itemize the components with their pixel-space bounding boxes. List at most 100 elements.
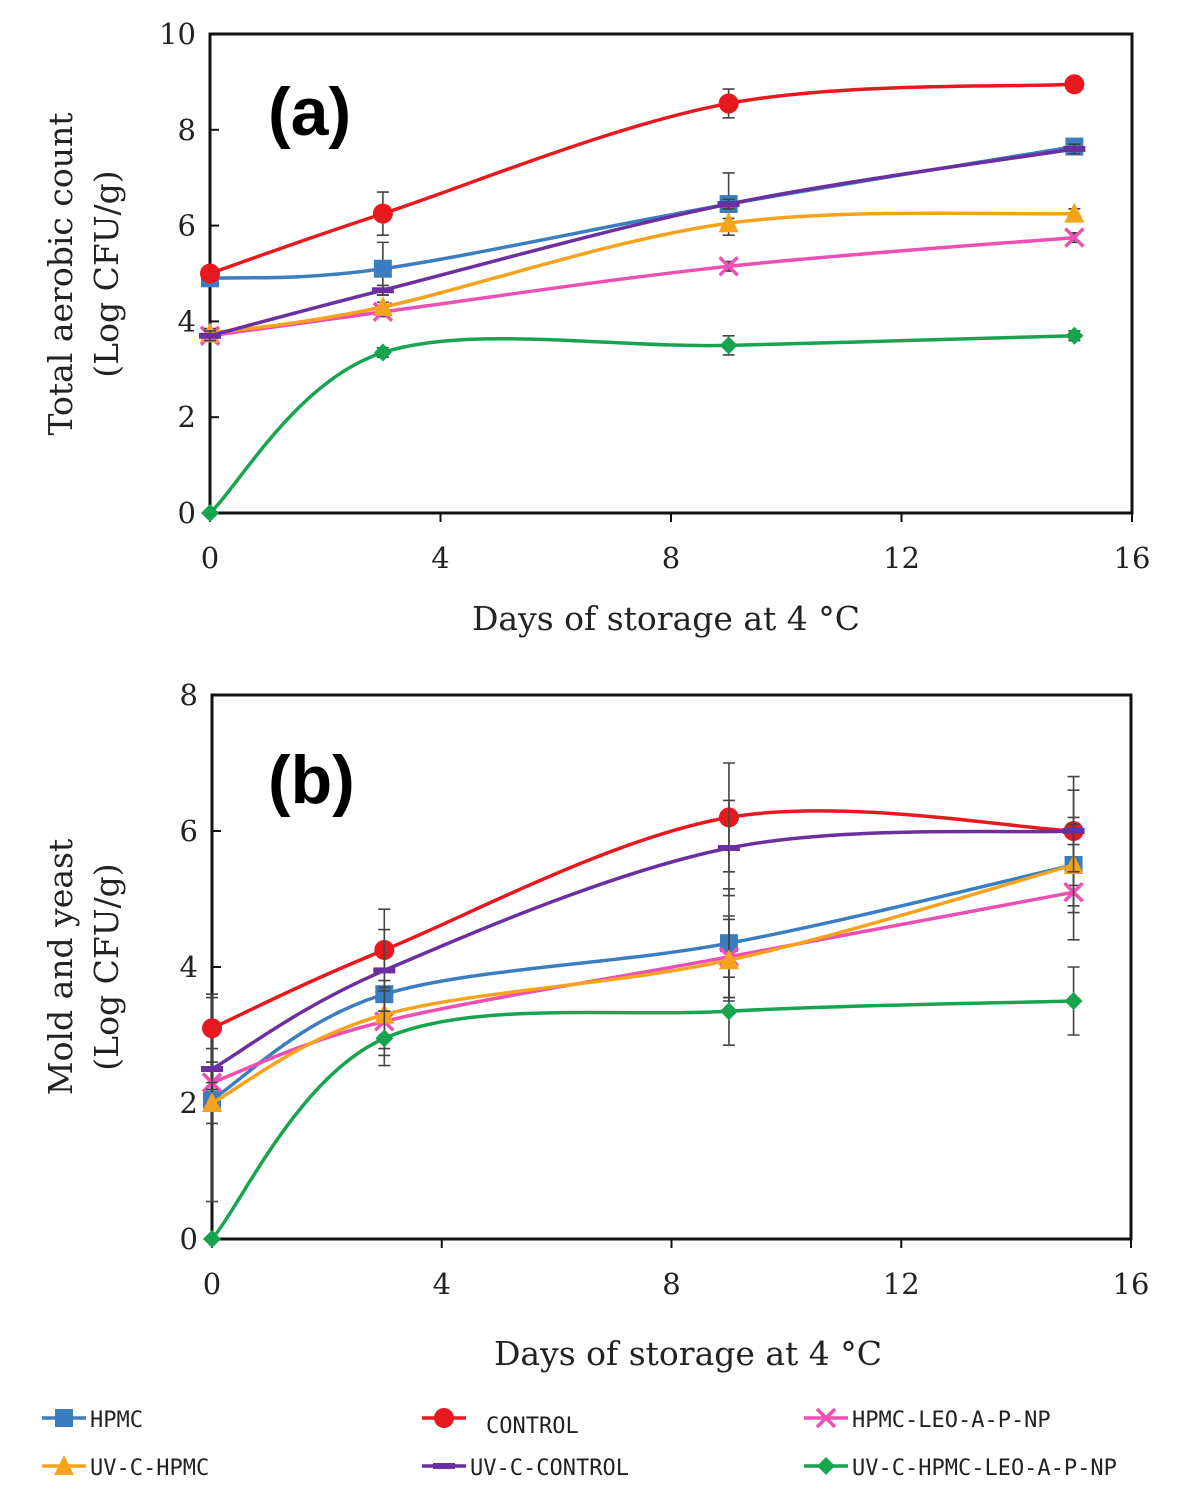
legend-swatch-uvc-hpmc-leo <box>804 1457 848 1475</box>
legend-item-hpmc-leo: HPMC-LEO-A-P-NP <box>804 1407 1051 1433</box>
chart-a-point-uv-c-control <box>199 332 221 339</box>
chart-b-panel-label: (b) <box>268 742 355 818</box>
chart-b-x-tick-label: 8 <box>662 1267 680 1301</box>
chart-b-x-tick-label: 12 <box>883 1267 920 1301</box>
chart-b-point-uv-c-hpmc <box>202 1092 222 1112</box>
chart-b-point-uv-c-hpmc <box>718 949 739 970</box>
legend-label-uvc-control: UV-C-CONTROL <box>470 1456 629 1481</box>
chart-a-x-tick-label: 16 <box>1114 541 1151 575</box>
chart-b-point-uv-c-control <box>201 1066 223 1072</box>
chart-a-point-uv-c-hpmc <box>1064 202 1085 223</box>
chart-b-point-uv-c-control <box>717 845 740 851</box>
chart-b-x-axis-label: Days of storage at 4 °C <box>494 1334 882 1373</box>
chart-a-point-control <box>718 93 739 114</box>
chart-a-point-uv-c-hpmc <box>718 212 739 233</box>
chart-b-line-uv-c-hpmc <box>211 863 1075 1105</box>
chart-a-point-uv-c-hpmc-leo-a-p-np <box>1065 326 1084 345</box>
chart-b-line-uv-c-control <box>211 829 1074 1071</box>
chart-a-point-hpmc <box>373 259 392 278</box>
legend-label-control: CONTROL <box>486 1414 579 1439</box>
legend-label-uvc-hpmc: UV-C-HPMC <box>90 1456 209 1481</box>
chart-a-line-uv-c-hpmc-leo-a-p-np <box>208 334 1075 515</box>
legend-swatch-marker <box>817 1457 835 1475</box>
chart-a-y-tick-label: 4 <box>178 304 196 338</box>
chart-a-series-uv-c-hpmc-leo-a-p-np <box>201 326 1084 522</box>
chart-a-ticks: 0 2 4 6 8 10 0 4 8 12 16 <box>159 17 1150 575</box>
chart-b-y-tick-label: 6 <box>180 814 198 848</box>
chart-b-y-tick-label: 8 <box>180 678 198 712</box>
legend-swatch-uvc-control <box>422 1463 466 1469</box>
chart-b-y-tick-label: 4 <box>180 950 198 984</box>
chart-b-point-uv-c-control <box>373 967 396 974</box>
chart-a-point-uv-c-control <box>717 201 740 208</box>
chart-b-y-tick-label: 0 <box>180 1222 198 1256</box>
legend-label-hpmc: HPMC <box>90 1408 143 1433</box>
legend-swatch-control <box>422 1408 466 1428</box>
chart-b-y-tick-label: 2 <box>180 1086 198 1120</box>
chart-a-y-tick-label: 8 <box>178 113 196 147</box>
chart-a-point-hpmc-leo-a-p-np <box>1064 227 1085 248</box>
legend-item-hpmc: HPMC <box>42 1408 143 1433</box>
chart-a-y-tick-label: 0 <box>178 496 196 530</box>
legend: HPMC CONTROL HPMC-LEO-A-P-NP UV-C-HPMC U… <box>42 1407 1117 1481</box>
legend-swatch-hpmc <box>42 1409 86 1427</box>
chart-a-x-tick-label: 8 <box>662 541 680 575</box>
legend-item-uvc-hpmc-leo: UV-C-HPMC-LEO-A-P-NP <box>804 1456 1117 1481</box>
chart-a-point-uv-c-hpmc-leo-a-p-np <box>373 343 392 362</box>
chart-b-point-uv-c-hpmc-leo-a-p-np <box>719 1002 738 1021</box>
chart-a-point-uv-c-control <box>371 287 394 294</box>
chart-a-panel-label: (a) <box>268 74 351 150</box>
chart-b-series-uv-c-control <box>201 789 1085 1091</box>
chart-a-y-axis-label-line1: Total aerobic count <box>41 113 80 436</box>
chart-a-y-axis-label-line2: (Log CFU/g) <box>87 170 126 377</box>
legend-swatch-hpmc-leo <box>804 1407 848 1429</box>
chart-b-point-uv-c-hpmc-leo-a-p-np <box>1064 992 1083 1010</box>
chart-a-series-control <box>200 74 1085 284</box>
legend-label-hpmc-leo: HPMC-LEO-A-P-NP <box>852 1408 1051 1433</box>
chart-b-point-uv-c-hpmc-leo-a-p-np <box>203 1230 221 1248</box>
chart-a-line-control <box>209 82 1075 276</box>
legend-swatch-uvc-hpmc <box>42 1455 86 1475</box>
chart-a-point-uv-c-hpmc-leo-a-p-np <box>719 336 738 355</box>
legend-label-uvc-hpmc-leo: UV-C-HPMC-LEO-A-P-NP <box>852 1456 1117 1481</box>
chart-a: 0 2 4 6 8 10 0 4 8 12 16 (a) Days of storage at 4 … <box>41 17 1150 638</box>
chart-b-point-uv-c-hpmc-leo-a-p-np <box>375 1029 394 1048</box>
chart-b-x-tick-label: 0 <box>203 1267 221 1301</box>
chart-a-series <box>199 74 1086 522</box>
chart-b-y-axis-label-line1: Mold and yeast <box>41 839 80 1095</box>
chart-a-point-uv-c-control <box>1063 145 1086 152</box>
legend-swatch-marker <box>55 1409 73 1427</box>
chart-b-point-control <box>202 1018 222 1039</box>
chart-a-series-uv-c-control <box>199 143 1086 342</box>
chart-b-y-axis-label-line2: (Log CFU/g) <box>87 863 126 1070</box>
chart-b-point-uv-c-control <box>1062 828 1085 834</box>
chart-a-x-tick-label: 0 <box>201 541 219 575</box>
legend-item-uvc-hpmc: UV-C-HPMC <box>42 1455 209 1481</box>
chart-a-line-uv-c-control <box>209 147 1075 338</box>
chart-a-y-tick-label: 6 <box>178 209 196 243</box>
chart-b: 0 2 4 6 8 0 4 8 12 16 (b) Days of storage at 4 °C… <box>41 678 1149 1373</box>
chart-a-y-tick-label: 2 <box>178 400 196 434</box>
chart-b-line-hpmc <box>211 863 1074 1102</box>
chart-a-x-tick-label: 12 <box>883 541 920 575</box>
chart-a-point-control <box>200 263 220 284</box>
legend-item-control: CONTROL <box>422 1408 579 1439</box>
legend-item-uvc-control: UV-C-CONTROL <box>422 1456 629 1481</box>
legend-swatch-marker <box>433 1463 455 1469</box>
chart-a-x-tick-label: 4 <box>431 541 449 575</box>
chart-b-series-uv-c-hpmc-leo-a-p-np <box>203 966 1083 1248</box>
chart-b-ticks: 0 2 4 6 8 0 4 8 12 16 <box>180 678 1150 1301</box>
chart-a-y-tick-label: 10 <box>159 17 196 51</box>
chart-a-point-uv-c-hpmc <box>372 296 393 317</box>
chart-b-line-uv-c-hpmc-leo-a-p-np <box>210 999 1074 1241</box>
chart-a-point-hpmc-leo-a-p-np <box>718 256 739 277</box>
chart-a-line-uv-c-hpmc <box>209 211 1075 336</box>
chart-a-point-uv-c-hpmc-leo-a-p-np <box>201 504 219 522</box>
chart-b-x-tick-label: 4 <box>433 1267 451 1301</box>
legend-swatch-marker <box>434 1408 454 1428</box>
chart-b-x-tick-label: 16 <box>1113 1267 1150 1301</box>
chart-a-point-control <box>372 203 393 224</box>
chart-a-x-axis-label: Days of storage at 4 °C <box>472 599 860 638</box>
chart-b-line-control <box>211 809 1074 1030</box>
